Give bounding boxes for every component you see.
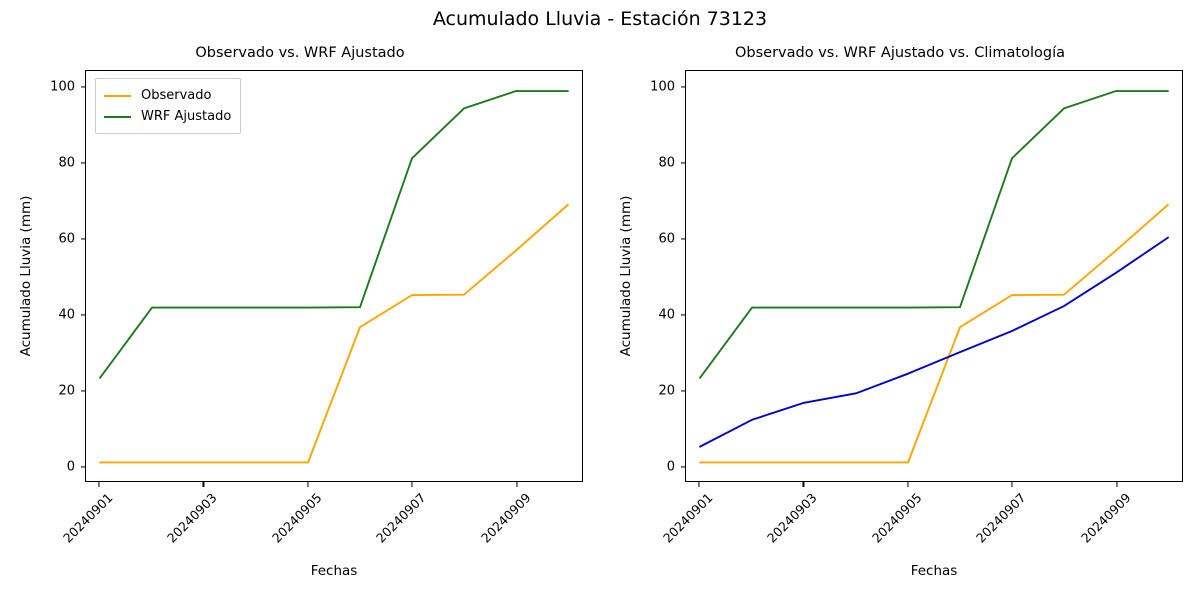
- legend-label-observado: Observado: [141, 88, 212, 103]
- y-tick-label-40: 40: [58, 307, 75, 323]
- x-tick-mark-20240905: [307, 482, 309, 487]
- x-tick-mark-20240903: [802, 482, 805, 487]
- x-tick-mark-20240905: [907, 482, 909, 487]
- legend-item-wrf-ajustado[interactable]: WRF Ajustado: [104, 106, 231, 127]
- x-tick-label-20240901: 20240901: [660, 490, 716, 546]
- x-tick-label-20240907: 20240907: [373, 490, 429, 546]
- y-tick-mark-40: [80, 314, 85, 316]
- x-tick-mark-20240901: [698, 482, 700, 487]
- x-tick-mark-20240907: [1011, 482, 1013, 487]
- x-tick-label-20240907: 20240907: [973, 490, 1029, 546]
- line-observado-right: [699, 203, 1169, 464]
- x-tick-label-20240909: 20240909: [477, 490, 534, 546]
- y-tick-label-60: 60: [58, 231, 75, 247]
- x-tick-mark-20240903: [202, 482, 205, 487]
- y-tick-label-100: 100: [50, 79, 75, 95]
- subplot-right-xaxis: 20240901 20240903 20240905 20240907 20240909: [660, 482, 1183, 592]
- subplot-right-plot-area: [685, 70, 1183, 482]
- subplot-left-xlabel: Fechas: [310, 563, 358, 579]
- subplot-left-lines: [99, 90, 569, 464]
- y-tick-label-0: 0: [66, 459, 75, 475]
- x-tick-mark-20240907: [411, 482, 413, 487]
- y-tick-label-60: 60: [658, 231, 675, 247]
- line-wrf-ajustado-left: [99, 90, 569, 379]
- y-tick-mark-20: [80, 390, 85, 392]
- y-tick-label-100: 100: [650, 79, 675, 95]
- line-observado-left: [99, 203, 569, 464]
- x-tick-label-20240909: 20240909: [1077, 490, 1134, 546]
- y-tick-label-0: 0: [666, 459, 675, 475]
- subplot-left-title: Observado vs. WRF Ajustado: [195, 45, 405, 61]
- subplot-right-title: Observado vs. WRF Ajustado vs. Climatolo…: [735, 45, 1065, 61]
- subplot-left-xaxis: 20240901 20240903 20240905 20240907 20240909: [60, 482, 583, 592]
- y-tick-mark-100: [680, 86, 685, 88]
- line-wrf-ajustado-right: [699, 90, 1169, 379]
- y-tick-mark-20: [680, 390, 685, 392]
- subplot-left-plot-area: [85, 70, 583, 482]
- y-tick-mark-100: [80, 86, 85, 88]
- legend-swatch-wrf-ajustado: [104, 115, 131, 118]
- x-tick-mark-20240909: [1116, 482, 1118, 487]
- y-tick-mark-0: [680, 466, 685, 468]
- y-tick-mark-80: [680, 162, 685, 164]
- legend-swatch-observado: [104, 94, 131, 97]
- y-tick-mark-60: [680, 238, 685, 240]
- line-climatologia-right: [699, 236, 1169, 448]
- y-tick-label-80: 80: [658, 155, 675, 171]
- y-tick-mark-80: [80, 162, 85, 164]
- legend-left[interactable]: Observado WRF Ajustado: [95, 78, 242, 134]
- subplot-right-lines: [699, 90, 1169, 464]
- x-tick-label-20240905: 20240905: [868, 490, 925, 546]
- legend-label-wrf-ajustado: WRF Ajustado: [141, 109, 232, 124]
- figure-suptitle: Acumulado Lluvia - Estación 73123: [432, 8, 768, 30]
- subplot-right: Observado vs. WRF Ajustado vs. Climatolo…: [600, 0, 1200, 600]
- x-tick-mark-20240909: [516, 482, 518, 487]
- subplot-left-ylabel: Acumulado Lluvia (mm): [18, 195, 34, 357]
- subplot-left: Observado vs. WRF Ajustado Acumulado Llu…: [18, 45, 583, 592]
- x-tick-mark-20240901: [98, 482, 100, 487]
- x-tick-label-20240903: 20240903: [764, 490, 821, 546]
- y-tick-label-40: 40: [658, 307, 675, 323]
- legend-item-observado[interactable]: Observado: [104, 85, 231, 106]
- subplot-right-xlabel: Fechas: [910, 563, 958, 579]
- y-tick-mark-0: [80, 466, 85, 468]
- y-tick-label-20: 20: [658, 383, 675, 399]
- y-tick-mark-60: [80, 238, 85, 240]
- x-tick-label-20240905: 20240905: [268, 490, 325, 546]
- x-tick-label-20240901: 20240901: [60, 490, 116, 546]
- y-tick-mark-40: [680, 314, 685, 316]
- x-tick-label-20240903: 20240903: [164, 490, 221, 546]
- subplot-right-ylabel: Acumulado Lluvia (mm): [618, 195, 634, 357]
- y-tick-label-80: 80: [58, 155, 75, 171]
- y-tick-label-20: 20: [58, 383, 75, 399]
